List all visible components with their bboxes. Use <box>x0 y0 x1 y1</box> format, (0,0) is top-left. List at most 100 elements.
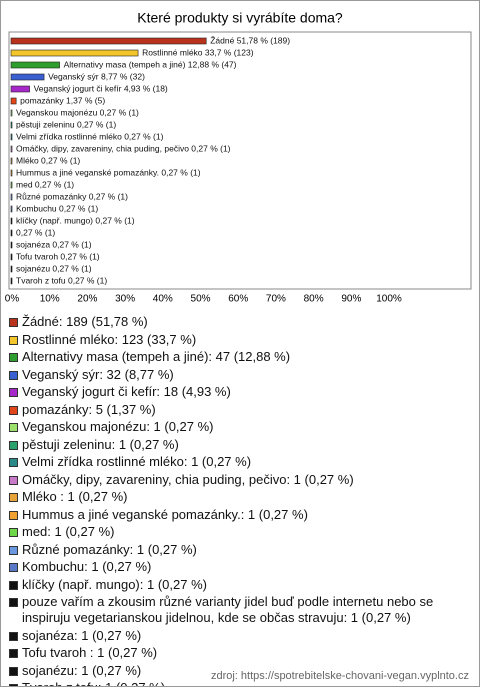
data-label: Kombuchu 0,27 % (1) <box>16 203 98 213</box>
legend-label: Omáčky, dipy, zavareniny, chia puding, p… <box>22 471 354 487</box>
data-label: klíčky (např. mungo) 0,27 % (1) <box>16 215 135 225</box>
data-label: Veganský jogurt či kefír 4,93 % (18) <box>34 83 168 93</box>
data-label: Velmi zřídka rostlinné mléko 0,27 % (1) <box>16 131 164 141</box>
bar <box>10 157 13 165</box>
data-label: sojanéza 0,27 % (1) <box>16 239 92 249</box>
legend-label: Mléko : 1 (0,27 %) <box>22 489 128 504</box>
bar <box>10 229 13 237</box>
legend-item: Omáčky, dipy, zavareniny, chia puding, p… <box>9 472 471 488</box>
legend-item: sojanéza: 1 (0,27 %) <box>9 628 471 644</box>
legend-swatch <box>9 370 18 380</box>
legend-label: Žádné: 189 (51,78 %) <box>22 314 148 329</box>
data-label: 0,27 % (1) <box>16 227 55 237</box>
legend-swatch <box>9 423 18 432</box>
bar <box>10 145 13 153</box>
data-label: Omáčky, dipy, zavareniny, chia puding, p… <box>16 143 231 153</box>
bar <box>10 133 13 141</box>
legend-label: Veganský sýr: 32 (8,77 %) <box>22 366 174 382</box>
x-tick-label: 0% <box>5 294 20 305</box>
legend-item: sojanézu: 1 (0,27 %) <box>9 663 471 679</box>
x-tick-label: 20% <box>77 294 97 305</box>
legend-swatch <box>9 580 18 590</box>
data-label: pěstuji zeleninu 0,27 % (1) <box>16 119 116 129</box>
legend-item: Veganskou majonézu: 1 (0,27 %) <box>9 419 471 435</box>
legend-swatch <box>9 545 18 555</box>
chart-title: Které produkty si vyrábíte doma? <box>137 10 343 26</box>
legend-label: Tvaroh z tofu: 1 (0,27 %) <box>22 680 165 686</box>
legend-label: Velmi zřídka rostlinné mléko: 1 (0,27 %) <box>22 454 252 469</box>
bar <box>10 73 45 81</box>
legend-label: Rostlinné mléko: 123 (33,7 %) <box>22 331 197 347</box>
legend-label: Hummus a jiné veganské pomazánky.: 1 (0,… <box>22 506 308 522</box>
x-tick-label: 10% <box>40 294 60 305</box>
x-tick-label: 40% <box>153 294 173 305</box>
data-label: Tvaroh z tofu 0,27 % (1) <box>16 275 107 285</box>
data-label: Různé pomazánky 0,27 % (1) <box>16 191 128 201</box>
legend-item: Rostlinné mléko: 123 (33,7 %) <box>9 332 471 348</box>
legend-item: Hummus a jiné veganské pomazánky.: 1 (0,… <box>9 507 471 523</box>
x-tick-label: 80% <box>304 294 324 305</box>
legend-swatch <box>9 318 18 327</box>
data-label: med 0,27 % (1) <box>16 179 74 189</box>
bar <box>10 85 30 93</box>
bar <box>10 277 13 285</box>
bar <box>10 217 13 225</box>
legend: Žádné: 189 (51,78 %) Rostlinné mléko: 123… <box>9 314 471 686</box>
bar <box>10 265 13 273</box>
legend-label: pěstuji zeleninu: 1 (0,27 %) <box>22 436 179 452</box>
legend-swatch <box>9 440 18 450</box>
bar <box>10 61 60 69</box>
legend-label: Veganský jogurt či kefír: 18 (4,93 %) <box>22 384 231 399</box>
legend-label: Tofu tvaroh : 1 (0,27 %) <box>22 645 158 660</box>
legend-item: pomazánky: 5 (1,37 %) <box>9 402 471 418</box>
plot-frame <box>8 31 472 290</box>
x-tick-label: 60% <box>228 294 248 305</box>
data-label: Rostlinné mléko 33,7 % (123) <box>142 47 254 57</box>
legend-label: Veganskou majonézu: 1 (0,27 %) <box>22 419 214 434</box>
bar <box>10 97 17 105</box>
bar <box>10 169 13 177</box>
bar <box>10 181 13 189</box>
data-label: Alternativy masa (tempeh a jiné) 12,88 %… <box>64 59 237 69</box>
legend-swatch <box>9 475 18 485</box>
legend-item: Tvaroh z tofu: 1 (0,27 %) <box>9 680 471 686</box>
legend-label: pomazánky: 5 (1,37 %) <box>22 401 156 417</box>
legend-label: Alternativy masa (tempeh a jiné): 47 (12… <box>22 349 291 364</box>
data-label: Tofu tvaroh 0,27 % (1) <box>16 251 100 261</box>
legend-swatch <box>9 335 18 345</box>
bar <box>10 109 13 117</box>
data-label: Veganský sýr 8,77 % (32) <box>48 71 145 81</box>
legend-swatch <box>9 493 18 502</box>
legend-label: sojanéza: 1 (0,27 %) <box>22 627 142 643</box>
data-label: Veganskou majonézu 0,27 % (1) <box>16 107 139 117</box>
legend-swatch <box>9 510 18 520</box>
data-label: Mléko 0,27 % (1) <box>16 155 80 165</box>
legend-item: Žádné: 189 (51,78 %) <box>9 314 471 330</box>
legend-item: pouze vařím a zkousim různé varianty jid… <box>9 594 471 626</box>
data-label: sojanézu 0,27 % (1) <box>16 263 92 273</box>
legend-item: klíčky (např. mungo): 1 (0,27 %) <box>9 577 471 593</box>
source: zdroj: https://spotrebitelske-chovani-ve… <box>210 670 469 682</box>
legend-item: Velmi zřídka rostlinné mléko: 1 (0,27 %) <box>9 454 471 470</box>
legend-swatch <box>9 353 18 362</box>
legend-item: Mléko : 1 (0,27 %) <box>9 489 471 505</box>
legend-swatch <box>9 563 18 572</box>
legend-label: Kombuchu: 1 (0,27 %) <box>22 559 152 574</box>
legend-swatch <box>9 631 18 641</box>
chart: Které produkty si vyrábíte doma? 0% 10% 20… <box>5 10 472 305</box>
x-tick-label: 100% <box>376 294 402 305</box>
data-label: Žádné 51,78 % (189) <box>210 35 290 45</box>
x-tick-label: 50% <box>191 294 211 305</box>
legend-label: klíčky (např. mungo): 1 (0,27 %) <box>22 576 207 592</box>
data-label: pomazánky 1,37 % (5) <box>20 95 105 105</box>
legend-label: med: 1 (0,27 %) <box>22 524 115 539</box>
legend-item: Kombuchu: 1 (0,27 %) <box>9 559 471 575</box>
legend-swatch <box>9 405 18 415</box>
legend-label: pouze vařím a zkousim různé varianty jid… <box>22 594 434 625</box>
legend-item: Tofu tvaroh : 1 (0,27 %) <box>9 645 471 661</box>
legend-swatch <box>9 666 18 676</box>
bar <box>10 205 13 213</box>
bar <box>10 121 13 129</box>
bar <box>10 37 207 45</box>
